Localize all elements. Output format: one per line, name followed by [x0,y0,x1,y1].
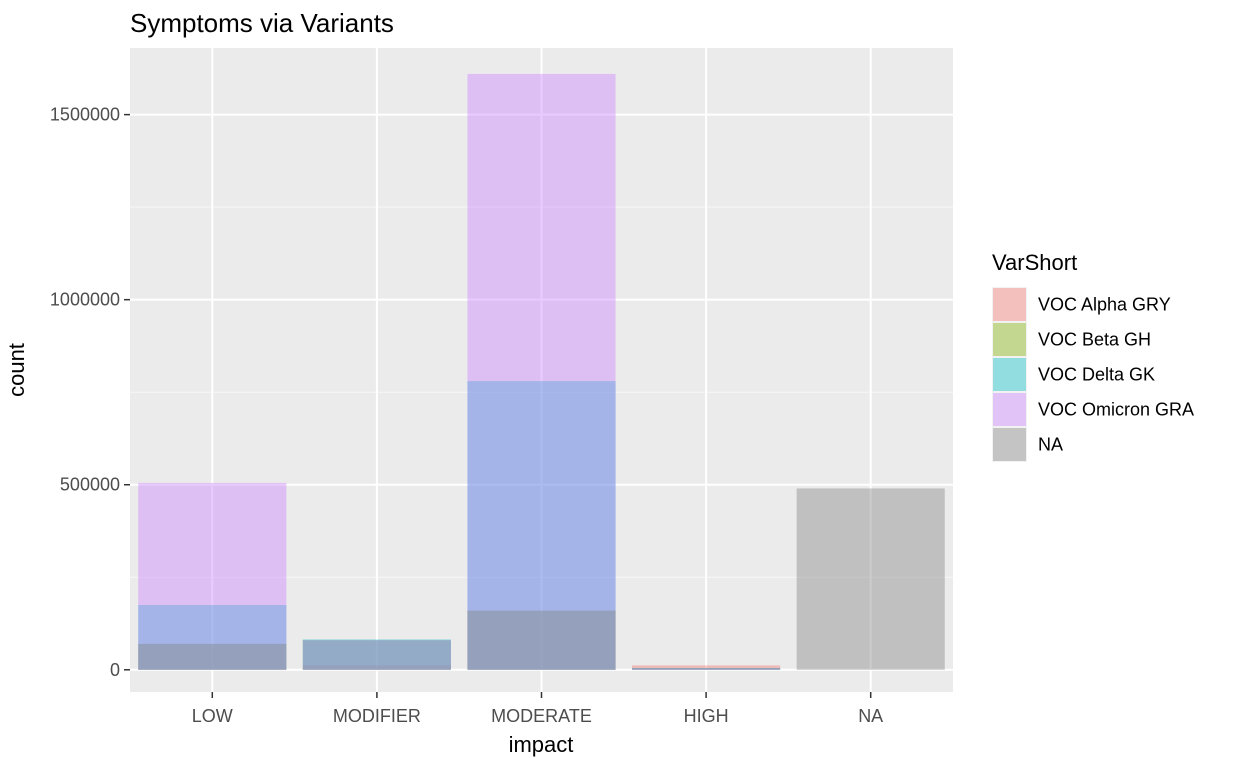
legend-key-background [992,322,1027,357]
bar-high-voc-omicron-gra [632,667,781,670]
x-axis: LOW MODIFIER MODERATE HIGH NA [192,692,883,726]
legend-key-background [992,357,1027,392]
x-tick-label: MODERATE [491,706,592,726]
bar-modifier-voc-beta-gh [302,640,451,670]
bar-low-voc-delta-gk [138,605,287,670]
y-tick-label: 0 [110,660,120,680]
legend-label: VOC Alpha GRY [1038,295,1171,315]
x-tick-label: HIGH [684,706,729,726]
chart-title: Symptoms via Variants [130,8,394,38]
bars [138,73,945,670]
x-tick-label: NA [858,706,883,726]
bar-high-voc-alpha-gry [632,665,781,670]
legend-label: NA [1038,435,1063,455]
y-axis-title: count [4,343,29,397]
x-tick-label: LOW [192,706,233,726]
legend: VarShort VOC Alpha GRY VOC Beta GH VOC Del… [992,250,1194,462]
bar-moderate-voc-beta-gh [467,610,616,670]
plot-panel [130,48,953,692]
bar-high-voc-beta-gh [632,667,781,670]
legend-label: VOC Omicron GRA [1038,400,1194,420]
legend-swatch [993,358,1026,391]
x-axis-title: impact [509,732,574,757]
bar-low-voc-alpha-gry [138,643,287,670]
x-tick-label: MODIFIER [333,706,421,726]
bar-na-na [796,488,945,670]
legend-swatch [993,323,1026,356]
legend-key-background [992,287,1027,322]
legend-swatch [993,428,1026,461]
bar-modifier-voc-omicron-gra [302,640,451,670]
legend-key-background [992,392,1027,427]
y-axis: 0 500000 1000000 1500000 [50,105,130,680]
bar-moderate-voc-alpha-gry [467,610,616,670]
legend-title: VarShort [992,250,1077,275]
legend-label: VOC Delta GK [1038,365,1155,385]
bar-low-voc-beta-gh [138,643,287,670]
legend-swatch [993,393,1026,426]
legend-key-background [992,427,1027,462]
y-tick-label: 1500000 [50,105,120,125]
y-tick-label: 1000000 [50,290,120,310]
legend-label: VOC Beta GH [1038,330,1151,350]
bar-moderate-voc-delta-gk [467,381,616,670]
bar-high-voc-delta-gk [632,667,781,670]
bar-moderate-voc-omicron-gra [467,73,616,670]
bar-low-voc-omicron-gra [138,482,287,670]
y-tick-label: 500000 [60,475,120,495]
legend-swatch [993,288,1026,321]
bar-modifier-voc-delta-gk [302,639,451,670]
bar-modifier-voc-alpha-gry [302,665,451,670]
